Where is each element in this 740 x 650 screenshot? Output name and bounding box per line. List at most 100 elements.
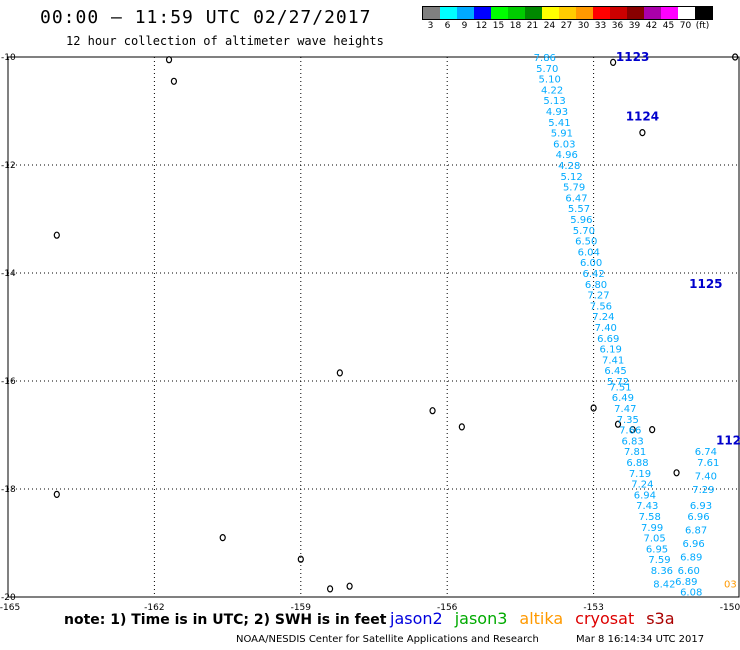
wave-height-label: 7.05 — [643, 534, 665, 545]
island-outline — [170, 77, 178, 85]
latitude-tick-label: -18 — [1, 485, 16, 495]
longitude-tick-label: -162 — [144, 603, 164, 613]
latitude-tick-label: -10 — [1, 53, 16, 63]
wave-height-label: 6.83 — [622, 436, 644, 447]
legend-label: 12 — [475, 21, 488, 31]
wave-height-label: 7.56 — [590, 301, 612, 312]
wave-height-label: 6.60 — [678, 566, 700, 577]
wave-height-label: 6.42 — [582, 269, 604, 280]
wave-height-label: 5.72 — [607, 377, 629, 388]
legend-swatch — [661, 7, 678, 19]
satellite-name: jason3 — [454, 609, 508, 628]
page-subtitle: 12 hour collection of altimeter wave hei… — [66, 34, 384, 48]
longitude-tick-label: -150 — [720, 603, 740, 613]
wave-height-label: 7.51 — [609, 382, 631, 393]
legend-swatch — [474, 7, 491, 19]
legend-swatches — [422, 6, 713, 20]
wave-height-label: 6.96 — [683, 539, 705, 550]
island-outline — [326, 585, 334, 593]
latitude-tick-label: -16 — [1, 377, 16, 387]
wave-height-label: 7.27 — [587, 291, 609, 302]
wave-height-label: 5.41 — [548, 118, 570, 129]
legend-swatch — [678, 7, 695, 19]
legend-label: (ft) — [695, 21, 710, 31]
island-outline — [614, 420, 622, 428]
longitude-tick-label: -153 — [583, 603, 603, 613]
wave-height-label: 6.88 — [626, 458, 648, 469]
island-outline — [219, 533, 226, 542]
legend-swatch — [610, 7, 627, 19]
island-outline — [732, 53, 739, 61]
wave-height-label: 6.96 — [687, 512, 709, 523]
pass-number-label: 1124 — [626, 109, 659, 123]
wave-height-label: 7.99 — [641, 523, 663, 534]
legend-swatch — [423, 7, 440, 19]
legend-swatch — [440, 7, 457, 19]
legend-label: 39 — [628, 21, 641, 31]
altika-value-label: 03 — [724, 580, 737, 591]
island-outline — [429, 407, 436, 415]
legend-label: 24 — [543, 21, 556, 31]
wave-height-label: 7.66 — [619, 426, 641, 437]
island-outline — [610, 58, 617, 67]
latitude-tick-label: -20 — [1, 593, 16, 603]
island-outline — [53, 231, 60, 239]
wave-height-label: 6.80 — [585, 280, 607, 291]
wave-height-label: 6.04 — [578, 247, 600, 258]
wave-height-label: 4.28 — [558, 161, 580, 172]
legend-label: 36 — [611, 21, 624, 31]
legend-swatch — [542, 7, 559, 19]
wave-height-label: 6.95 — [646, 544, 668, 555]
wave-height-label: 7.40 — [695, 472, 717, 483]
page-title: 00:00 – 11:59 UTC 02/27/2017 — [40, 7, 372, 28]
legend-swatch — [593, 7, 610, 19]
wave-height-label: 7.35 — [617, 415, 639, 426]
wave-height-label: 7.24 — [592, 312, 614, 323]
footer-credit: NOAA/NESDIS Center for Satellite Applica… — [236, 634, 539, 645]
wave-height-label: 6.45 — [604, 366, 626, 377]
island-outline — [649, 426, 656, 434]
footer-note: note: 1) Time is in UTC; 2) SWH is in fe… — [64, 612, 387, 628]
island-outline — [590, 404, 597, 412]
wave-height-label: 7.47 — [614, 404, 636, 415]
island-outline — [639, 129, 646, 137]
legend-label: 18 — [509, 21, 522, 31]
wave-height-label: 7.86 — [534, 53, 556, 64]
wave-height-label: 5.12 — [561, 172, 583, 183]
legend-swatch — [457, 7, 474, 19]
island-outline — [336, 369, 343, 377]
map-frame — [7, 56, 740, 598]
wave-height-label: 6.94 — [634, 490, 656, 501]
wave-height-label: 6.69 — [597, 334, 619, 345]
legend-swatch — [508, 7, 525, 19]
pass-number-label: 1123 — [616, 50, 649, 64]
wave-height-label: 8.42 — [653, 580, 675, 591]
longitude-tick-label: -156 — [437, 603, 458, 613]
wave-height-label: 6.89 — [680, 553, 702, 564]
pass-number-label: 1125 — [689, 277, 722, 291]
wave-height-label: 6.00 — [580, 258, 602, 269]
wave-height-label: 7.43 — [636, 501, 658, 512]
island-outline — [346, 582, 353, 590]
wave-height-label: 8.36 — [651, 566, 673, 577]
wave-height-label: 5.13 — [543, 96, 565, 107]
pass-number-label: 1126 — [716, 433, 740, 447]
satellite-name: altika — [519, 609, 564, 628]
wave-height-label: 7.40 — [595, 323, 617, 334]
island-outline — [629, 426, 636, 434]
island-outline — [165, 56, 173, 64]
legend-swatch — [644, 7, 661, 19]
legend-label: 9 — [461, 21, 468, 31]
legend-swatch — [491, 7, 508, 19]
wave-height-label: 7.81 — [624, 447, 646, 458]
wave-height-label: 7.61 — [697, 458, 719, 469]
legend-swatch — [525, 7, 542, 19]
wave-height-label: 5.79 — [563, 183, 585, 194]
satellite-legend: jason2 jason3 altika cryosat s3a — [390, 609, 687, 628]
footer-timestamp: Mar 8 16:14:34 UTC 2017 — [576, 634, 705, 645]
legend-label: 15 — [492, 21, 505, 31]
longitude-tick-label: -159 — [291, 603, 312, 613]
wave-height-label: 6.03 — [553, 139, 575, 150]
color-legend: 3 6 9 12 15 18 21 24 27 30 33 36 39 42 45 70 (ft) — [422, 6, 713, 31]
